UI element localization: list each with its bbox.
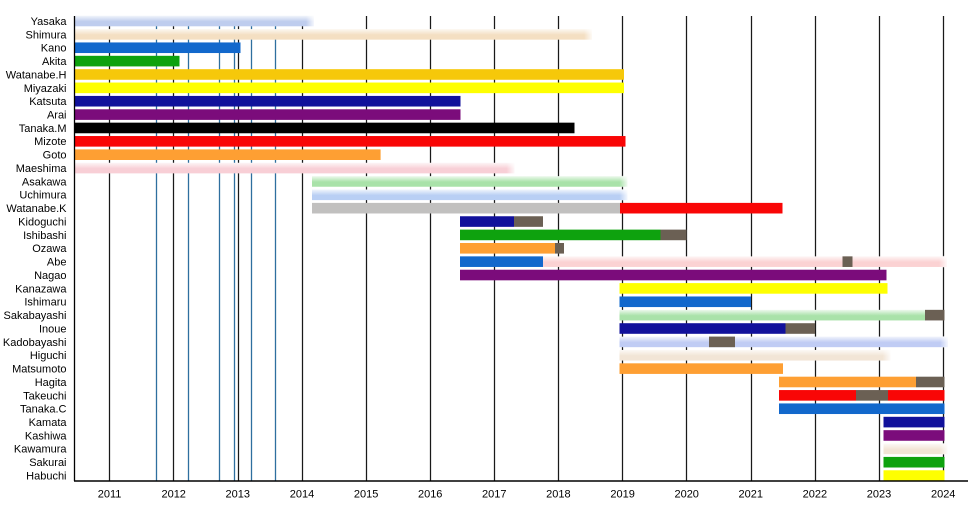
svg-text:2023: 2023: [867, 489, 891, 501]
svg-text:2020: 2020: [674, 489, 698, 501]
svg-text:2011: 2011: [98, 489, 122, 501]
svg-text:Katsuta: Katsuta: [29, 96, 67, 108]
svg-text:2015: 2015: [354, 489, 378, 501]
svg-text:Ozawa: Ozawa: [32, 243, 67, 255]
svg-text:Tanaka.C: Tanaka.C: [20, 404, 67, 416]
svg-text:2012: 2012: [161, 489, 185, 501]
svg-text:Miyazaki: Miyazaki: [24, 83, 67, 95]
svg-text:2014: 2014: [290, 489, 314, 501]
svg-text:Watanabe.H: Watanabe.H: [6, 69, 67, 81]
svg-text:Kadobayashi: Kadobayashi: [3, 337, 67, 349]
svg-text:Abe: Abe: [47, 257, 67, 269]
svg-text:Watanabe.K: Watanabe.K: [6, 203, 67, 215]
svg-text:Kano: Kano: [41, 43, 67, 55]
svg-text:Ishimaru: Ishimaru: [24, 297, 66, 309]
svg-text:Kawamura: Kawamura: [14, 444, 67, 456]
svg-text:Sakabayashi: Sakabayashi: [4, 310, 67, 322]
svg-text:Matsumoto: Matsumoto: [12, 364, 66, 376]
svg-text:Maeshima: Maeshima: [16, 163, 68, 175]
svg-text:2013: 2013: [226, 489, 250, 501]
svg-text:Kanazawa: Kanazawa: [15, 283, 67, 295]
svg-text:Akita: Akita: [42, 56, 67, 68]
svg-text:Kidoguchi: Kidoguchi: [18, 216, 66, 228]
svg-text:Kashiwa: Kashiwa: [25, 430, 67, 442]
svg-text:2024: 2024: [931, 489, 955, 501]
svg-text:2017: 2017: [482, 489, 506, 501]
svg-text:2019: 2019: [610, 489, 634, 501]
svg-text:Goto: Goto: [43, 150, 67, 162]
svg-text:Higuchi: Higuchi: [30, 350, 67, 362]
svg-text:2018: 2018: [546, 489, 570, 501]
svg-text:Uchimura: Uchimura: [19, 190, 67, 202]
svg-text:Yasaka: Yasaka: [31, 16, 68, 28]
svg-text:Takeuchi: Takeuchi: [23, 390, 66, 402]
svg-text:Inoue: Inoue: [39, 323, 67, 335]
svg-text:Hagita: Hagita: [35, 377, 68, 389]
svg-text:Arai: Arai: [47, 109, 67, 121]
svg-text:Nagao: Nagao: [34, 270, 66, 282]
svg-text:Shimura: Shimura: [26, 29, 68, 41]
svg-text:Tanaka.M: Tanaka.M: [19, 123, 67, 135]
svg-text:Ishibashi: Ishibashi: [23, 230, 66, 242]
svg-text:2016: 2016: [418, 489, 442, 501]
svg-text:Habuchi: Habuchi: [26, 470, 66, 482]
svg-text:Kamata: Kamata: [29, 417, 68, 429]
svg-text:Mizote: Mizote: [34, 136, 66, 148]
svg-text:2021: 2021: [739, 489, 763, 501]
svg-text:Sakurai: Sakurai: [29, 457, 66, 469]
svg-text:2022: 2022: [803, 489, 827, 501]
svg-text:Asakawa: Asakawa: [22, 176, 68, 188]
